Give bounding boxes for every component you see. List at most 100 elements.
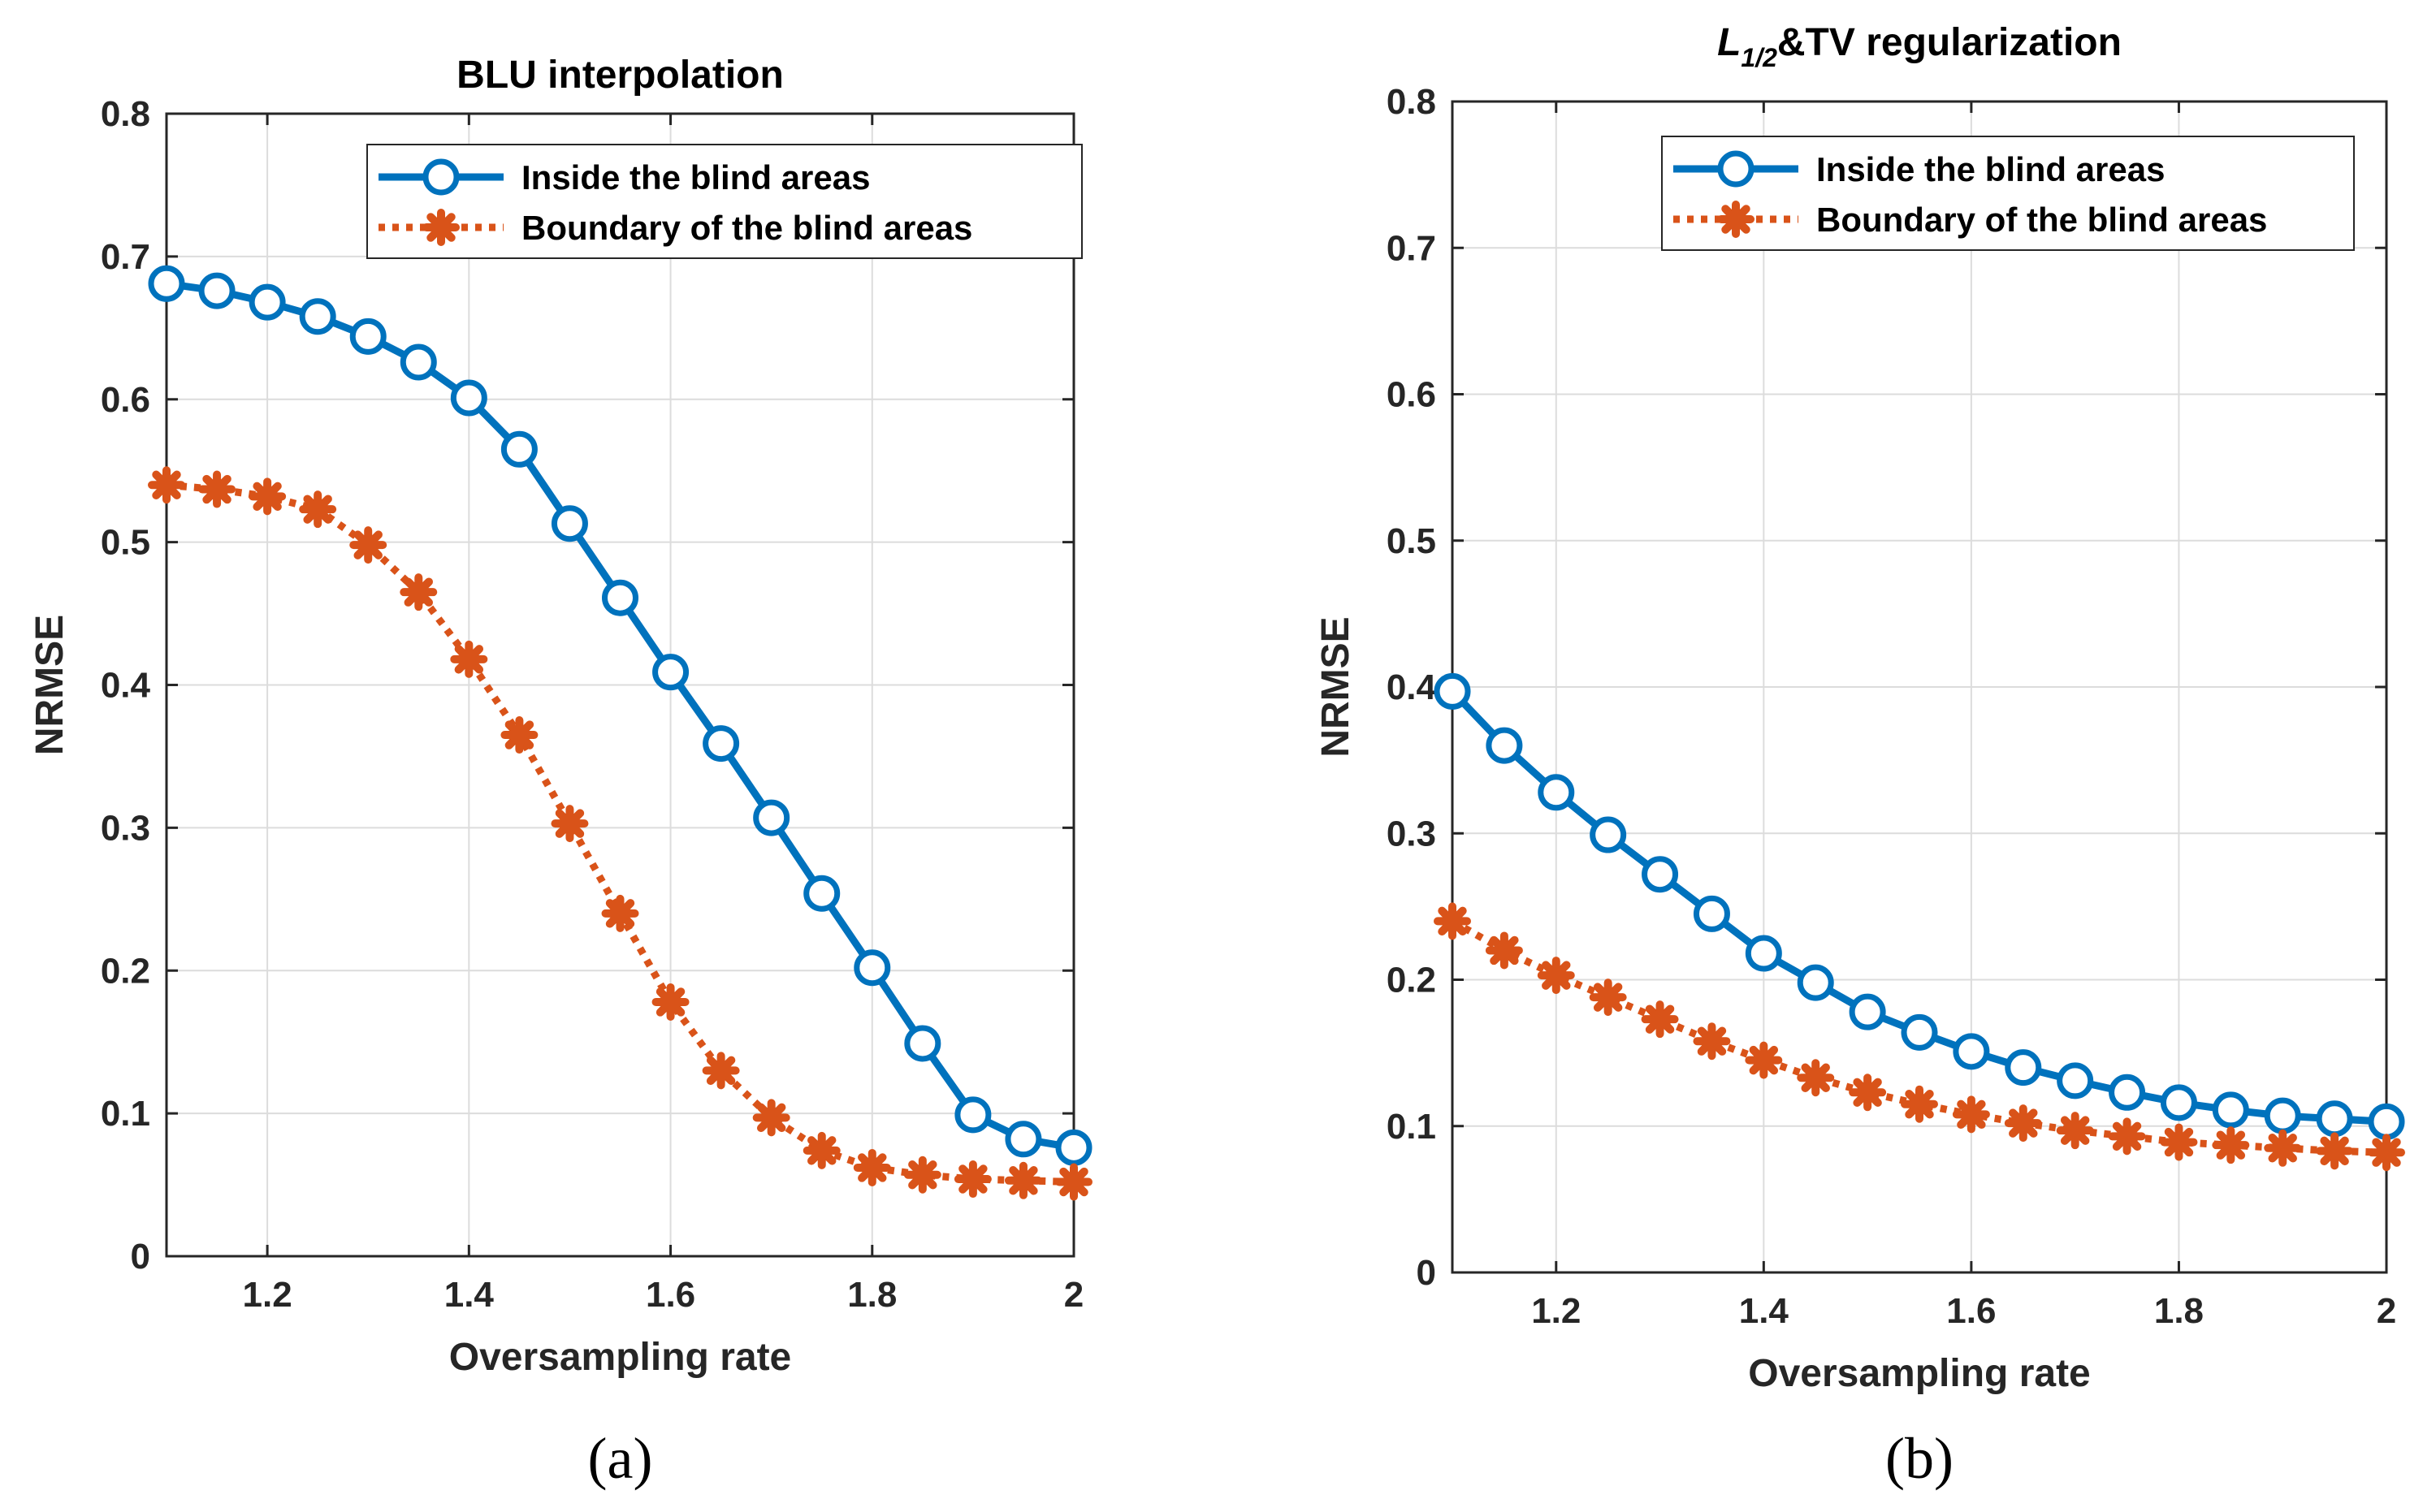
data-point xyxy=(2057,1062,2094,1099)
data-point xyxy=(2316,1132,2354,1170)
legend-marker-circle xyxy=(1717,150,1755,188)
data-point xyxy=(249,477,287,516)
data-point xyxy=(1745,1041,1783,1079)
data-point xyxy=(1952,1095,1990,1134)
legend-marker-asterisk xyxy=(422,209,460,246)
data-point xyxy=(1485,931,1523,970)
data-point xyxy=(2264,1097,2301,1134)
data-point xyxy=(652,654,690,691)
legend-label: Boundary of the blind areas xyxy=(1816,201,2267,239)
data-point xyxy=(1486,727,1523,764)
data-point xyxy=(2212,1091,2249,1129)
data-point xyxy=(1055,1163,1093,1201)
data-point xyxy=(1693,895,1730,932)
title-subscript: 1/2 xyxy=(1741,43,1777,72)
y-axis-label: NRMSE xyxy=(28,615,71,755)
panel-b: 1.2 1.4 1.6 1.8 2 0 0.1 0.2 0.3 0.4 0.5 0.6 0.7 0.8 Ov… xyxy=(1314,21,2405,1491)
y-tick-label: 0 xyxy=(1417,1253,1436,1293)
data-point xyxy=(853,1148,891,1186)
data-point xyxy=(2108,1117,2146,1156)
data-point xyxy=(2160,1084,2197,1121)
data-point xyxy=(2316,1100,2353,1138)
data-point xyxy=(2264,1129,2302,1167)
x-tick-label: 1.6 xyxy=(646,1275,695,1315)
data-point xyxy=(400,343,437,381)
data-point xyxy=(702,1052,740,1090)
x-tick-label: 1.8 xyxy=(847,1275,897,1315)
y-tick-label: 0.1 xyxy=(1387,1107,1436,1147)
data-point xyxy=(1537,957,1575,995)
legend-label: Boundary of the blind areas xyxy=(521,209,972,247)
y-tick-label: 0.4 xyxy=(1387,667,1437,707)
data-point xyxy=(148,265,185,302)
data-point xyxy=(1745,935,1782,972)
data-point xyxy=(198,470,236,508)
data-point xyxy=(1641,1000,1679,1039)
y-tick-label: 0.1 xyxy=(101,1094,150,1134)
data-point xyxy=(500,716,539,754)
data-point xyxy=(1849,993,1886,1030)
x-axis-label: Oversampling rate xyxy=(1748,1352,2091,1395)
data-point xyxy=(2212,1126,2250,1164)
data-point xyxy=(1901,1085,1938,1123)
panel-label: (b) xyxy=(1885,1426,1954,1491)
data-point xyxy=(299,298,336,335)
y-tick-label: 0.8 xyxy=(1387,82,1436,122)
data-point xyxy=(753,799,790,836)
series-inside-blind-areas xyxy=(1434,672,2405,1140)
data-point xyxy=(1693,1022,1731,1061)
data-point xyxy=(450,640,488,678)
y-tick-label: 0.3 xyxy=(101,808,150,848)
title-main: L xyxy=(1717,21,1741,64)
data-point xyxy=(1901,1013,1938,1051)
data-point xyxy=(854,949,891,987)
data-point xyxy=(904,1025,941,1062)
data-point xyxy=(349,526,387,564)
data-point xyxy=(1849,1074,1887,1112)
x-tick-label: 1.2 xyxy=(243,1275,292,1315)
legend-label: Inside the blind areas xyxy=(521,158,870,197)
legend-label: Inside the blind areas xyxy=(1816,150,2165,188)
data-point xyxy=(2004,1104,2042,1143)
x-tick-label: 1.4 xyxy=(1739,1291,1789,1331)
data-point xyxy=(954,1096,992,1134)
data-point xyxy=(1797,964,1834,1001)
data-point xyxy=(500,430,538,468)
title-suffix: &TV regularization xyxy=(1777,21,2122,64)
y-tick-label: 0.6 xyxy=(1387,375,1436,415)
y-tick-label: 0.7 xyxy=(101,237,150,277)
data-point xyxy=(450,379,487,417)
y-tick-label: 0.8 xyxy=(101,94,150,134)
y-tick-label: 0.2 xyxy=(101,951,150,991)
x-tick-label: 1.2 xyxy=(1531,1291,1581,1331)
data-point xyxy=(2368,1103,2405,1140)
x-tick-label: 1.6 xyxy=(1946,1291,1996,1331)
data-point xyxy=(198,272,236,309)
data-point xyxy=(1434,672,1471,710)
data-point xyxy=(954,1160,992,1199)
data-point xyxy=(602,579,638,616)
y-tick-label: 0.2 xyxy=(1387,961,1436,1000)
data-point xyxy=(148,466,185,504)
chart-title: L1/2&TV regularization xyxy=(1717,21,2122,72)
legend-marker-asterisk xyxy=(1717,201,1755,238)
x-tick-label: 2 xyxy=(2377,1291,2396,1331)
y-tick-label: 0.5 xyxy=(101,523,150,563)
series-boundary-blind-areas xyxy=(148,466,1093,1201)
data-point xyxy=(551,805,589,843)
panel-label: (a) xyxy=(588,1426,653,1491)
data-point xyxy=(1004,1161,1042,1199)
y-tick-label: 0 xyxy=(131,1237,150,1277)
y-tick-label: 0.6 xyxy=(101,380,150,420)
data-point xyxy=(299,490,337,529)
data-point xyxy=(1434,902,1471,940)
data-point xyxy=(1590,816,1627,853)
data-point xyxy=(803,875,841,912)
legend-box xyxy=(1661,136,2355,251)
y-tick-label: 0.4 xyxy=(101,666,151,706)
data-point xyxy=(2005,1049,2042,1086)
data-point xyxy=(1797,1059,1835,1097)
data-point xyxy=(752,1099,790,1137)
legend: Inside the blind areas Boundary of the bl… xyxy=(366,144,1083,259)
data-point xyxy=(2109,1074,2146,1111)
